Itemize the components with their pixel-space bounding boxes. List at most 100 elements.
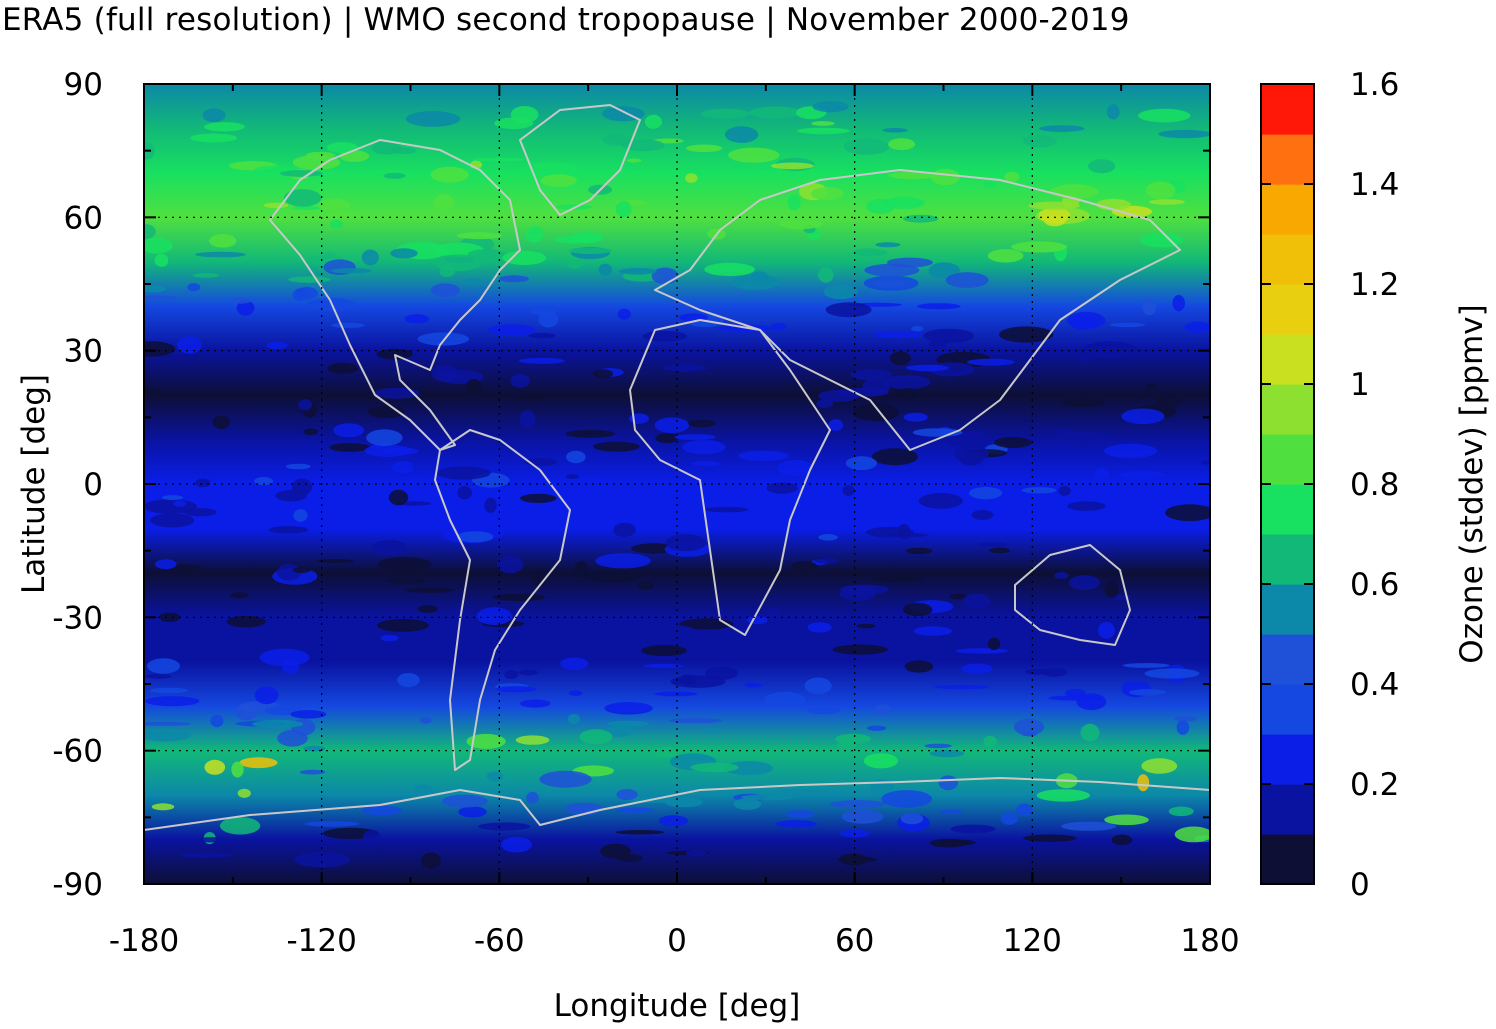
ozone-patch — [658, 815, 689, 827]
map-grid — [144, 84, 1210, 884]
ozone-patch — [363, 830, 381, 843]
ozone-patch — [748, 106, 803, 119]
ozone-patch — [738, 450, 790, 462]
y-tick-label: 30 — [64, 334, 103, 370]
ozone-patch — [417, 332, 470, 346]
ozone-patch — [670, 626, 693, 631]
ozone-patch — [728, 147, 780, 163]
ozone-patch — [1038, 207, 1071, 224]
colorbar-tick-label: 0.2 — [1350, 767, 1399, 803]
ozone-patch — [1036, 789, 1090, 802]
ozone-patch — [775, 820, 818, 828]
ozone-patch — [816, 399, 834, 409]
y-tick-label: -30 — [52, 600, 103, 636]
ozone-patch — [971, 510, 994, 520]
ozone-patch — [733, 798, 762, 810]
ozone-patch — [905, 547, 933, 555]
ozone-patch — [275, 490, 307, 502]
ozone-patch — [867, 725, 887, 731]
ozone-patch — [539, 770, 592, 788]
ozone-patch — [390, 147, 416, 155]
ozone-patch — [155, 559, 177, 570]
ozone-patch — [524, 162, 579, 177]
ozone-patch — [700, 108, 750, 119]
ozone-patch — [195, 478, 211, 488]
ozone-patch — [641, 645, 687, 656]
ozone-patch — [724, 761, 773, 776]
ozone-patch — [441, 794, 488, 808]
ozone-patch — [1098, 622, 1115, 639]
colorbar-segment — [1261, 84, 1314, 135]
ozone-patch — [917, 303, 961, 310]
ozone-patch — [484, 497, 497, 513]
ozone-patch — [731, 274, 780, 290]
ozone-patch — [983, 181, 997, 188]
ozone-patch — [593, 369, 614, 379]
ozone-patch — [377, 556, 432, 572]
colorbar-frame — [1260, 83, 1315, 885]
ozone-patch — [451, 607, 467, 625]
ozone-patch — [929, 749, 965, 758]
ozone-patch — [902, 602, 933, 617]
ozone-patch — [1068, 575, 1100, 591]
ozone-patch — [383, 172, 406, 179]
ozone-patch — [845, 456, 878, 471]
ozone-patch — [1054, 648, 1090, 661]
ozone-patch — [510, 106, 539, 124]
colorbar-tick-label: 0.4 — [1350, 667, 1399, 703]
ozone-patch — [405, 111, 461, 127]
x-tick-label: -180 — [109, 923, 179, 959]
ozone-patch — [766, 482, 798, 494]
ozone-patch — [570, 231, 604, 244]
ozone-patch — [566, 260, 582, 269]
y-tick-label: 0 — [83, 467, 103, 503]
ozone-patch — [812, 101, 849, 113]
ozone-patch — [531, 308, 556, 316]
ozone-patch — [417, 605, 438, 613]
ozone-patch — [636, 581, 655, 590]
ozone-patch — [746, 616, 768, 625]
ozone-patch — [431, 364, 459, 382]
ozone-patch — [764, 607, 781, 621]
ozone-patch — [896, 388, 919, 401]
ozone-patch — [724, 126, 759, 143]
colorbar-tick-label: 1.6 — [1350, 67, 1399, 103]
ozone-patch — [832, 644, 888, 655]
ozone-patch — [823, 284, 858, 300]
ozone-patch — [567, 714, 581, 725]
ozone-patch — [1104, 581, 1119, 598]
colorbar-segment — [1261, 434, 1314, 485]
ozone-patch — [606, 720, 650, 727]
ozone-patch — [983, 735, 997, 748]
ozone-patch — [421, 852, 441, 869]
ozone-patch — [989, 547, 1011, 554]
ozone-patch — [177, 336, 202, 354]
ozone-patch — [290, 710, 327, 719]
ozone-patch — [685, 850, 707, 856]
ozone-patch — [1058, 485, 1071, 496]
ozone-patch — [568, 247, 613, 255]
colorbar-tick-label: 0 — [1350, 867, 1370, 903]
ozone-patch — [1067, 311, 1106, 330]
colorbar-tick-label: 0.8 — [1350, 467, 1399, 503]
ozone-patch — [685, 144, 723, 153]
colorbar-label: Ozone (stddev) [ppmv] — [1454, 304, 1490, 663]
ozone-patch — [1094, 468, 1110, 482]
ozone-patch — [540, 174, 577, 187]
ozone-patch — [654, 417, 689, 434]
ozone-patch — [1022, 134, 1057, 148]
ozone-patch — [330, 268, 372, 274]
ozone-patch — [377, 618, 429, 632]
ozone-patch — [285, 463, 311, 470]
ozone-patch — [613, 522, 636, 538]
ozone-patch — [502, 250, 546, 266]
ozone-patch — [226, 615, 266, 628]
ozone-patch — [615, 807, 654, 813]
axis-ticks — [143, 83, 1211, 885]
ozone-patch — [1155, 395, 1183, 408]
ozone-patch — [829, 800, 886, 809]
ozone-patch — [231, 761, 244, 778]
colorbar-segment — [1261, 134, 1314, 185]
ozone-patch — [825, 791, 846, 797]
ozone-patch — [145, 674, 172, 679]
